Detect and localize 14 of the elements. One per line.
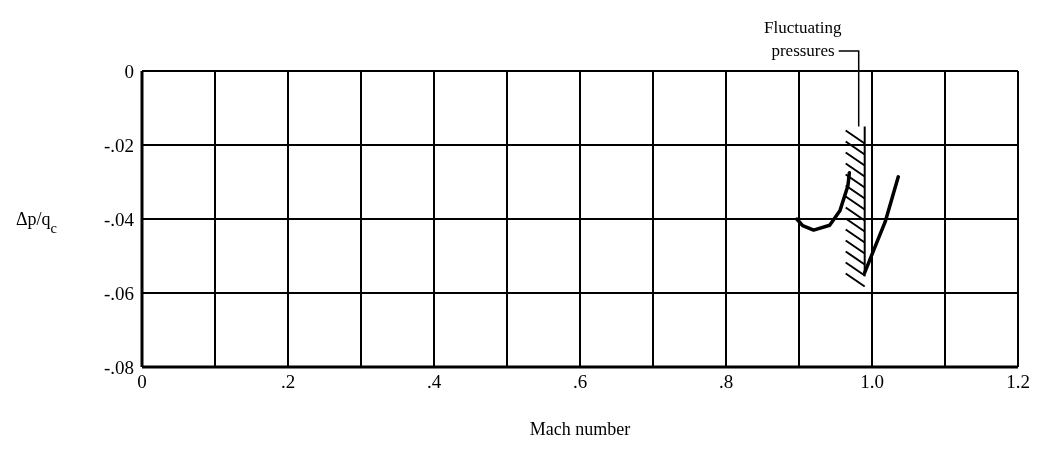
y-axis-title: Δp/q$_{c}$ [16, 209, 57, 236]
x-tick-label: 1.2 [1006, 371, 1030, 393]
y-tick-label: -.08 [103, 356, 134, 378]
x-tick-label: 1.0 [860, 371, 884, 393]
x-tick-label: .8 [718, 371, 734, 393]
x-tick-label: .2 [280, 371, 296, 393]
text: Fluctuating pressures [763, 18, 842, 61]
y-tick-label: 0 [124, 60, 134, 82]
x-tick-label: .4 [426, 371, 442, 393]
y-tick-label: -.04 [103, 208, 135, 230]
x-axis-title: Mach number [529, 419, 631, 439]
y-tick-label: -.06 [103, 282, 134, 304]
x-tick-label: .6 [572, 371, 588, 393]
y-tick-label: -.02 [103, 134, 134, 156]
